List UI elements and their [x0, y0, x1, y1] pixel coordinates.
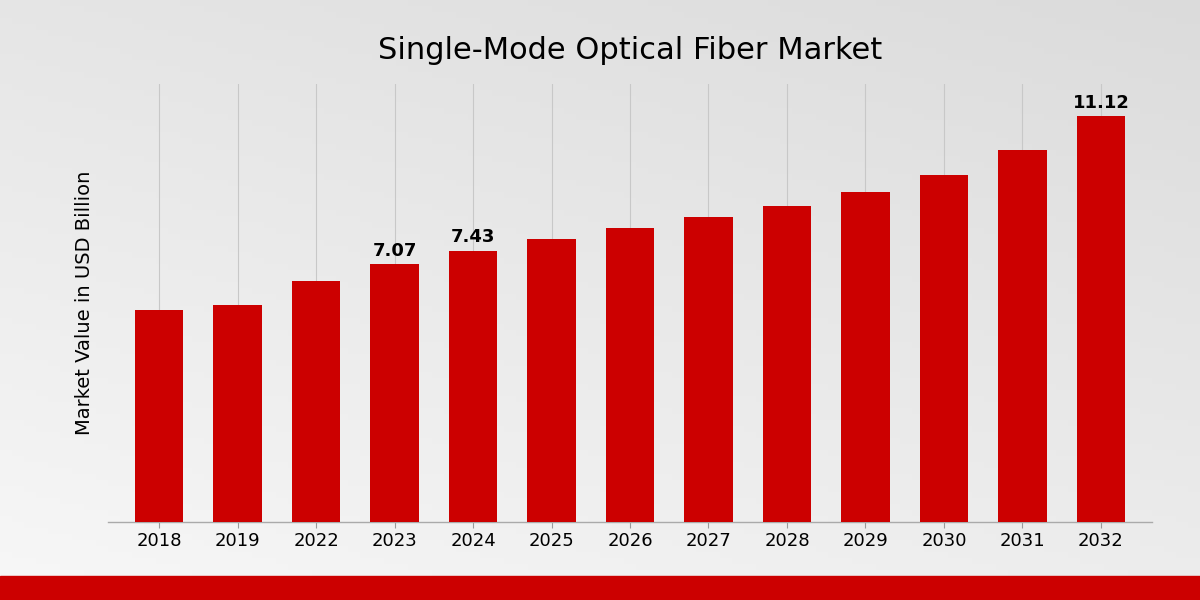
Text: 11.12: 11.12: [1073, 94, 1129, 112]
Bar: [449, 251, 497, 522]
Bar: [684, 217, 733, 522]
Bar: [998, 150, 1046, 522]
Title: Single-Mode Optical Fiber Market: Single-Mode Optical Fiber Market: [378, 36, 882, 65]
Y-axis label: Market Value in USD Billion: Market Value in USD Billion: [76, 171, 94, 435]
Bar: [527, 239, 576, 522]
Text: 7.07: 7.07: [372, 242, 416, 260]
Text: 7.43: 7.43: [451, 229, 496, 247]
Bar: [1076, 116, 1126, 522]
Bar: [841, 191, 890, 522]
Bar: [919, 175, 968, 522]
Bar: [606, 228, 654, 522]
Bar: [0, 576, 1200, 600]
Bar: [370, 264, 419, 522]
Bar: [134, 310, 184, 522]
Bar: [763, 206, 811, 522]
Bar: [214, 305, 262, 522]
Bar: [292, 281, 341, 522]
